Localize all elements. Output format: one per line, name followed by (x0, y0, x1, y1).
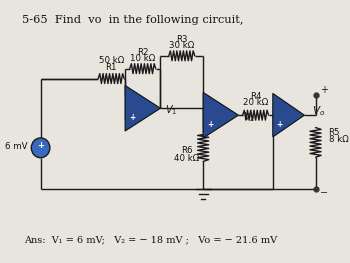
Text: Ans:  V₁ = 6 mV;   V₂ = − 18 mV ;   Vo = − 21.6 mV: Ans: V₁ = 6 mV; V₂ = − 18 mV ; Vo = − 21… (24, 236, 277, 245)
Text: R5: R5 (329, 128, 340, 137)
Text: −: − (320, 188, 328, 198)
Text: R1: R1 (105, 63, 117, 72)
Text: 50 kΩ: 50 kΩ (99, 56, 124, 65)
Text: 6 mV: 6 mV (5, 142, 28, 151)
Text: R4: R4 (250, 92, 261, 101)
Text: +: + (37, 141, 44, 150)
Text: R2: R2 (137, 48, 148, 57)
Text: +: + (320, 85, 328, 95)
Text: +: + (129, 113, 135, 122)
Polygon shape (203, 92, 238, 138)
Polygon shape (273, 93, 304, 137)
Text: R6: R6 (181, 146, 192, 155)
Text: $V_2$: $V_2$ (243, 110, 255, 124)
Text: R3: R3 (176, 35, 188, 44)
Polygon shape (125, 85, 160, 131)
Text: 30 kΩ: 30 kΩ (169, 41, 194, 50)
Text: $V_o$: $V_o$ (312, 104, 325, 118)
Circle shape (31, 138, 50, 158)
Text: 5-65  Find  vo  in the following circuit,: 5-65 Find vo in the following circuit, (22, 15, 244, 25)
Text: 40 kΩ: 40 kΩ (174, 154, 199, 163)
Text: 10 kΩ: 10 kΩ (130, 54, 155, 63)
Text: $V_1$: $V_1$ (165, 103, 177, 117)
Text: 20 kΩ: 20 kΩ (243, 98, 268, 107)
Text: +: + (207, 120, 213, 129)
Text: 8 kΩ: 8 kΩ (329, 135, 348, 144)
Text: +: + (276, 120, 283, 129)
